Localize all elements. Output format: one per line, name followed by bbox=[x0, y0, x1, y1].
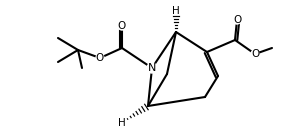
Circle shape bbox=[147, 63, 157, 73]
Text: O: O bbox=[251, 49, 259, 59]
Text: N: N bbox=[148, 63, 156, 73]
Text: O: O bbox=[118, 21, 126, 31]
Circle shape bbox=[251, 50, 259, 58]
Text: O: O bbox=[96, 53, 104, 63]
Circle shape bbox=[96, 54, 104, 62]
Text: H: H bbox=[118, 118, 126, 128]
Circle shape bbox=[118, 22, 126, 30]
Text: O: O bbox=[233, 15, 241, 25]
Text: H: H bbox=[172, 6, 180, 16]
Circle shape bbox=[233, 16, 241, 24]
